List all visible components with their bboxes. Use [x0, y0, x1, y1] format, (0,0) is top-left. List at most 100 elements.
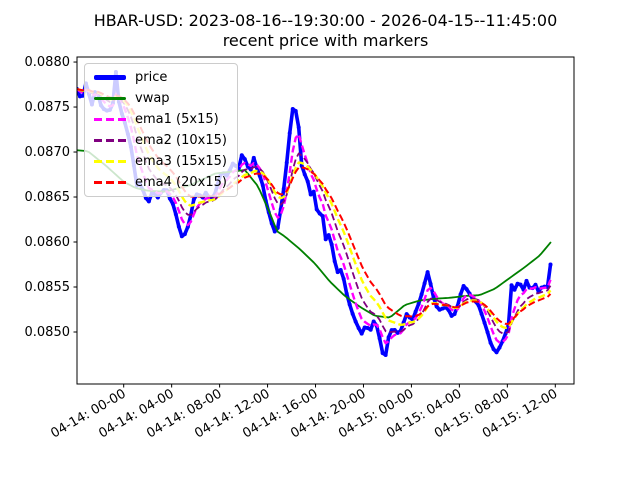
price-marker	[308, 192, 313, 197]
chart-title-line1: HBAR-USD: 2023-08-16--19:30:00 - 2026-04…	[93, 11, 558, 30]
price-marker	[533, 282, 538, 287]
legend: price vwap ema1 (5x15) ema2 (10x15) ema3 (15…	[84, 63, 238, 197]
price-marker	[548, 262, 553, 267]
price-marker	[320, 214, 325, 219]
price-marker	[488, 340, 493, 345]
price-marker	[167, 196, 172, 201]
price-marker	[410, 317, 415, 322]
chart-title: HBAR-USD: 2023-08-16--19:30:00 - 2026-04…	[77, 11, 574, 51]
price-marker	[395, 330, 400, 335]
price-marker	[434, 304, 439, 309]
price-marker	[272, 229, 277, 234]
price-marker	[80, 93, 85, 98]
price-marker	[428, 282, 433, 286]
price-marker	[458, 292, 463, 297]
price-marker	[176, 224, 181, 229]
price-marker	[440, 306, 445, 311]
price-marker	[290, 107, 295, 112]
price-marker	[344, 291, 349, 296]
price-marker	[293, 109, 298, 114]
price-marker	[317, 211, 322, 216]
price-marker	[179, 234, 184, 239]
legend-sample-dashed-line	[94, 139, 126, 142]
legend-label: ema3 (15x15)	[135, 154, 227, 169]
price-marker	[347, 302, 352, 307]
y-tick-label: 0.0850	[25, 325, 71, 340]
price-marker	[452, 311, 457, 316]
price-marker	[257, 173, 262, 178]
price-marker	[350, 311, 355, 316]
chart-title-line2: recent price with markers	[222, 31, 429, 50]
y-tick-label: 0.0875	[25, 100, 71, 115]
price-marker	[449, 313, 454, 318]
y-tick-label: 0.0880	[25, 55, 71, 70]
price-marker	[239, 153, 244, 158]
legend-entry-price: price	[94, 69, 227, 86]
price-marker	[386, 335, 391, 340]
price-marker	[146, 199, 151, 204]
price-marker	[413, 309, 418, 314]
price-marker	[242, 157, 247, 162]
price-marker	[296, 125, 301, 130]
legend-sample-solid-line	[94, 75, 126, 80]
price-marker	[518, 282, 523, 287]
price-marker	[479, 311, 484, 316]
price-marker	[182, 232, 187, 237]
price-marker	[383, 353, 388, 358]
y-tick-label: 0.0870	[25, 145, 71, 160]
price-marker	[476, 303, 481, 308]
price-marker	[77, 94, 82, 99]
price-marker	[323, 237, 328, 242]
legend-entry-vwap: vwap	[94, 90, 227, 107]
price-marker	[464, 287, 469, 292]
price-marker	[251, 155, 256, 160]
price-marker	[353, 319, 358, 324]
price-marker	[419, 292, 424, 297]
price-marker	[515, 281, 520, 286]
price-marker	[371, 319, 376, 324]
legend-sample-solid-line	[94, 97, 126, 100]
legend-label: ema2 (10x15)	[135, 133, 227, 148]
price-marker	[356, 326, 361, 331]
price-marker	[491, 347, 496, 352]
price-marker	[485, 330, 490, 335]
price-marker	[359, 331, 364, 336]
legend-entry-ema1-5x15-: ema1 (5x15)	[94, 111, 227, 128]
price-marker	[494, 350, 499, 355]
y-tick-label: 0.0860	[25, 235, 71, 250]
price-marker	[314, 207, 319, 212]
legend-sample-dashed-line	[94, 160, 126, 163]
price-marker	[380, 351, 385, 356]
legend-sample-dashed-line	[94, 118, 126, 121]
price-marker	[368, 327, 373, 332]
price-marker	[326, 233, 331, 238]
price-marker	[311, 189, 316, 194]
y-tick-label: 0.0865	[25, 190, 71, 205]
price-marker	[284, 160, 289, 165]
legend-entry-ema2-10x15-: ema2 (10x15)	[94, 132, 227, 149]
price-marker	[497, 345, 502, 350]
legend-label: ema4 (20x15)	[135, 175, 227, 190]
price-marker	[341, 276, 346, 281]
legend-sample-dashed-line	[94, 181, 126, 184]
price-marker	[329, 242, 334, 247]
price-marker	[404, 312, 409, 317]
price-marker	[365, 326, 370, 331]
price-marker	[335, 270, 340, 275]
price-marker	[362, 325, 367, 330]
price-marker	[461, 283, 466, 288]
legend-label: ema1 (5x15)	[135, 112, 219, 127]
legend-label: vwap	[135, 91, 170, 106]
legend-entry-ema4-20x15-: ema4 (20x15)	[94, 174, 227, 191]
axes-frame	[76, 56, 575, 385]
price-marker	[260, 183, 265, 188]
legend-label: price	[135, 70, 168, 85]
price-marker	[377, 336, 382, 341]
price-marker	[422, 281, 427, 286]
price-marker	[437, 307, 442, 312]
price-marker	[512, 287, 517, 292]
price-marker	[302, 172, 307, 177]
legend-entry-ema3-15x15-: ema3 (15x15)	[94, 153, 227, 170]
price-marker	[338, 268, 343, 273]
